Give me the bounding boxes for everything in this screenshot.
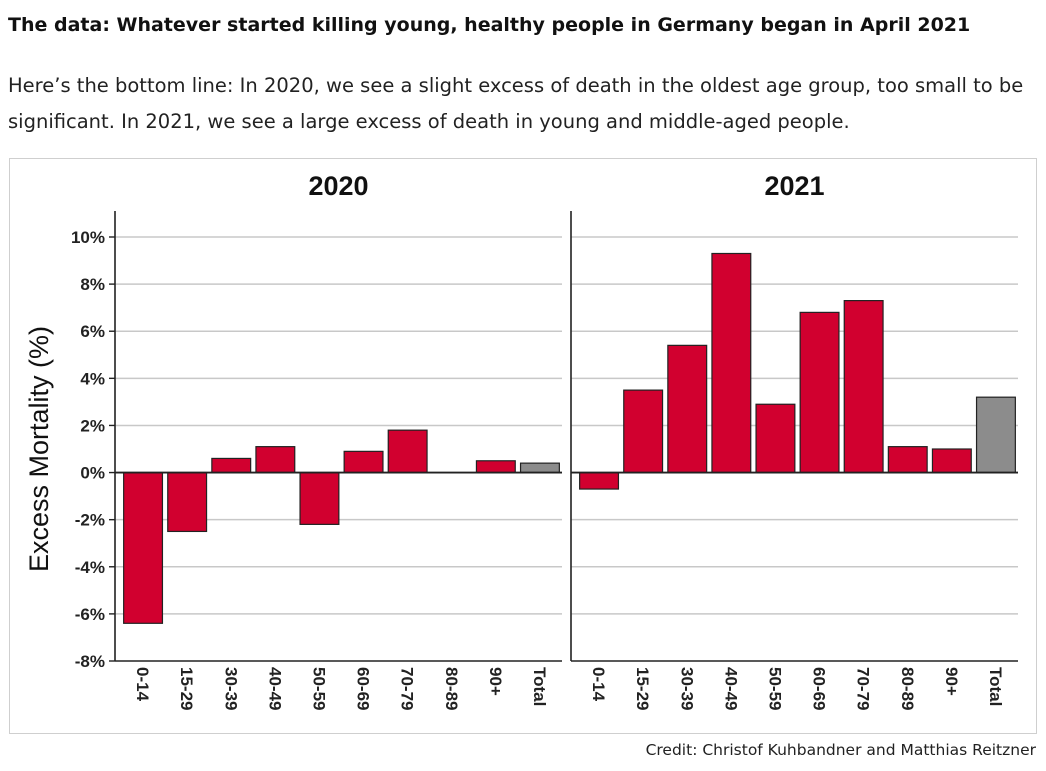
x-tick-label: 30-39 [677,667,696,710]
excess-mortality-chart: Excess Mortality (%) -8% -6% -4% -2% 0% 2% 4% 6%… [24,171,1018,710]
headline: The data: Whatever started killing young… [8,14,971,36]
x-tick-label: 40-49 [721,667,740,710]
x-tick-label: 60-69 [354,667,373,710]
bar-age-group [211,457,252,474]
y-tick-label: 6% [80,322,105,341]
x-tick-label: 60-69 [810,667,829,710]
y-tick-label: 2% [80,416,105,435]
x-tick-label: 50-59 [309,667,328,710]
x-tick-label: 90+ [486,667,505,696]
x-tick-label: 80-89 [442,667,461,710]
bar-age-group [887,446,928,474]
x-tick-label: 70-79 [398,667,417,710]
image-credit: Credit: Christof Kuhbandner and Matthias… [645,741,1036,759]
x-tick-label: 90+ [942,667,961,696]
x-tick-label: 0-14 [589,667,608,702]
bar-age-group [667,344,708,474]
bar-age-group [123,471,164,624]
x-tick-label: 30-39 [221,667,240,710]
bar-age-group [711,252,752,474]
bar-age-group [931,448,972,474]
bar-age-group [623,389,664,474]
y-tick-label: -4% [75,558,105,577]
y-tick-label: 10% [71,228,105,247]
bar-age-group [299,471,340,525]
x-tick-label: 70-79 [854,667,873,710]
bar-age-group [755,403,796,474]
bar-age-group [579,471,620,490]
bar-age-group [843,300,884,474]
chart-figure: Excess Mortality (%) -8% -6% -4% -2% 0% 2% 4% 6%… [9,158,1037,734]
bar-age-group [475,460,516,474]
y-axis-label: Excess Mortality (%) [24,326,54,572]
bar-age-group [799,311,840,474]
x-tick-label: Total [530,667,549,706]
y-tick-label: -6% [75,605,105,624]
x-tick-label: 80-89 [898,667,917,710]
bar-age-group [387,429,428,474]
y-tick-label: -2% [75,511,105,530]
bar-age-group [255,446,296,474]
bar-age-group [343,450,384,474]
x-tick-label: 0-14 [133,667,152,702]
y-tick-label: 8% [80,275,105,294]
x-tick-label: 15-29 [177,667,196,710]
x-tick-label: 40-49 [265,667,284,710]
y-tick-label: 0% [80,464,105,483]
bar-total [975,396,1016,474]
x-tick-label: 50-59 [765,667,784,710]
intro-paragraph: Here’s the bottom line: In 2020, we see … [8,74,1024,133]
bar-age-group [167,471,208,533]
y-tick-label: 4% [80,369,105,388]
x-tick-label: 15-29 [633,667,652,710]
panel-title: 2020 [308,171,368,201]
bar-total [519,462,560,474]
y-tick-label: -8% [75,652,105,671]
panel-title: 2021 [764,171,824,201]
x-tick-label: Total [986,667,1005,706]
